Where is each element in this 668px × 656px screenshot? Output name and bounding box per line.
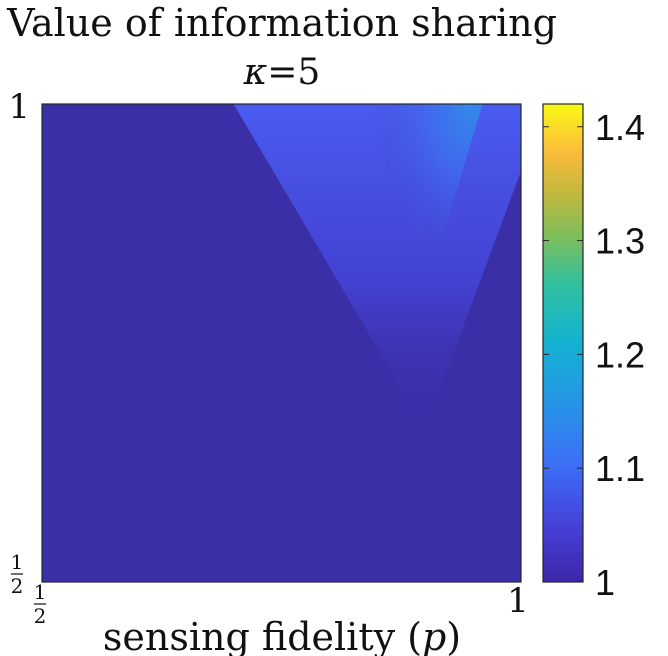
y-tick-label-0-numerator: 1	[11, 550, 24, 574]
heatmap-peak-region	[367, 104, 483, 296]
colorbar-tick-label-3: 1.3	[595, 221, 645, 262]
colorbar-tick-label-1: 1.1	[595, 448, 645, 489]
y-tick-label-1: 1	[8, 87, 30, 127]
colorbar-tick-label-2: 1.2	[595, 334, 645, 375]
chart-title: Value of information sharing	[6, 1, 557, 45]
x-axis-label-variable: p	[422, 615, 446, 656]
x-axis-label-close: )	[446, 615, 461, 656]
kappa-symbol: κ	[243, 52, 268, 93]
colorbar: 1 1.1 1.2 1.3 1.4	[542, 103, 645, 603]
y-tick-label-0: 12	[11, 550, 24, 598]
x-axis-label-text: sensing fidelity (	[103, 615, 422, 656]
colorbar-tick-label-4: 1.4	[595, 107, 645, 148]
chart-subtitle: κ=5	[243, 52, 321, 93]
kappa-value: =5	[267, 52, 320, 93]
x-tick-label-0-numerator: 1	[34, 580, 47, 604]
y-tick-label-0-denominator: 2	[11, 574, 24, 598]
x-axis-label: sensing fidelity (p)	[103, 615, 461, 656]
colorbar-tick-label-0: 1	[595, 562, 615, 603]
x-tick-label-0: 12	[34, 580, 47, 628]
plot-frame	[41, 103, 522, 583]
colorbar-frame	[542, 103, 584, 583]
x-tick-label-1: 1	[507, 581, 529, 621]
colorbar-gradient	[543, 104, 583, 582]
x-tick-label-0-denominator: 2	[34, 604, 47, 628]
heatmap-plot-area	[41, 103, 522, 583]
